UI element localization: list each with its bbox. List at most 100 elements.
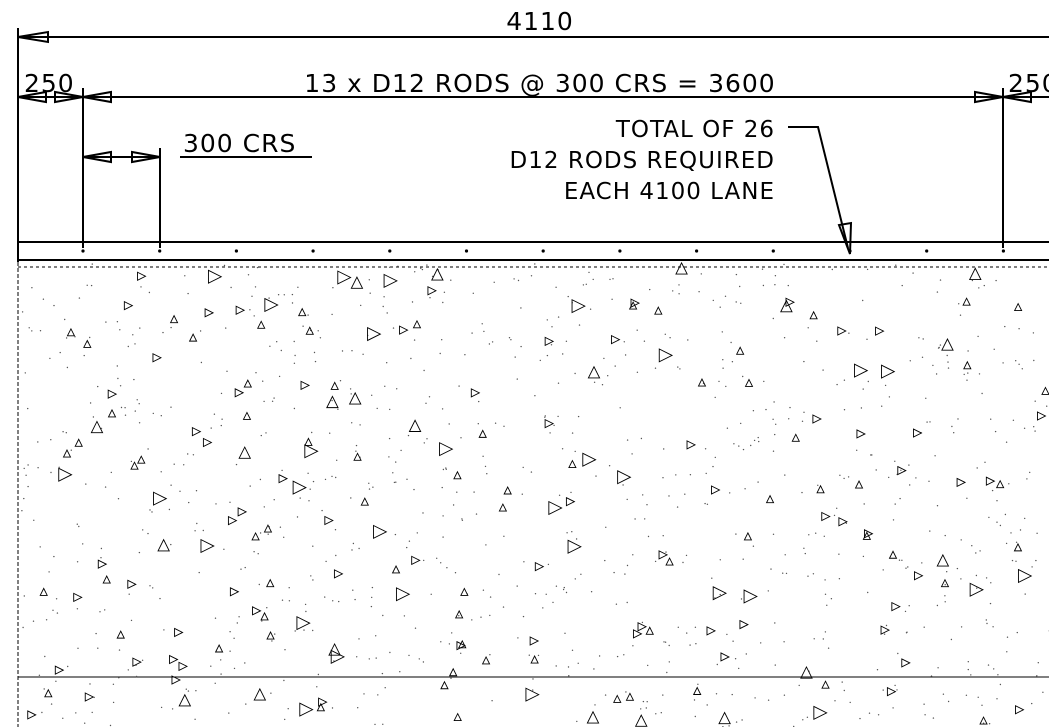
speck xyxy=(284,649,286,651)
speck xyxy=(486,473,488,475)
speck xyxy=(640,708,642,710)
speck xyxy=(1018,328,1020,330)
speck xyxy=(1033,426,1035,428)
speck xyxy=(848,332,850,334)
speck xyxy=(807,327,809,329)
arrowhead xyxy=(82,90,112,104)
speck xyxy=(170,326,172,329)
speck xyxy=(196,522,198,525)
speck xyxy=(934,455,936,457)
speck xyxy=(731,361,734,363)
speck xyxy=(616,655,619,658)
arrowhead xyxy=(1002,90,1032,104)
aggregate xyxy=(963,360,972,370)
rod xyxy=(925,249,929,253)
speck xyxy=(89,683,91,685)
speck xyxy=(960,539,962,541)
aggregate xyxy=(765,494,775,504)
aggregate xyxy=(318,697,328,707)
speck xyxy=(530,471,533,473)
speck xyxy=(271,400,274,402)
speck xyxy=(863,503,865,505)
speck xyxy=(932,717,935,719)
speck xyxy=(370,605,373,608)
speck xyxy=(52,609,54,611)
speck xyxy=(104,609,106,611)
speck xyxy=(260,434,262,437)
speck xyxy=(312,629,314,632)
aggregate xyxy=(821,680,830,689)
speck xyxy=(382,723,384,725)
speck xyxy=(124,407,126,409)
speck xyxy=(997,674,999,676)
speck xyxy=(283,536,285,538)
speck xyxy=(608,465,611,467)
aggregate xyxy=(83,339,92,348)
speck xyxy=(278,375,281,378)
speck xyxy=(714,396,716,399)
speck xyxy=(564,632,566,634)
aggregate xyxy=(675,261,688,275)
speck xyxy=(221,418,223,420)
speck xyxy=(783,641,785,643)
speck xyxy=(565,340,568,342)
speck xyxy=(534,263,536,265)
speck xyxy=(368,279,370,281)
aggregate xyxy=(712,586,728,601)
speck xyxy=(817,484,819,486)
aggregate xyxy=(54,665,65,675)
speck xyxy=(202,529,204,532)
aggregate xyxy=(330,381,339,390)
speck xyxy=(471,332,473,334)
speck xyxy=(735,533,737,535)
speck xyxy=(679,368,681,370)
speck xyxy=(977,696,979,698)
rod xyxy=(311,249,315,253)
speck xyxy=(263,506,265,508)
speck xyxy=(993,668,995,670)
speck xyxy=(138,403,140,405)
aggregate xyxy=(130,461,139,470)
speck xyxy=(162,331,164,334)
speck xyxy=(331,707,334,709)
speck xyxy=(976,467,978,469)
speck xyxy=(303,629,305,631)
speck xyxy=(753,439,756,442)
speck xyxy=(117,498,120,500)
speck xyxy=(117,377,119,380)
aggregate xyxy=(941,338,954,351)
speck xyxy=(130,460,133,463)
aggregate xyxy=(735,346,745,355)
speck xyxy=(571,649,574,651)
speck xyxy=(824,593,827,595)
speck xyxy=(896,689,898,691)
speck xyxy=(741,719,743,721)
speck xyxy=(783,337,786,339)
aggregate xyxy=(913,428,923,438)
speck xyxy=(151,511,153,513)
speck xyxy=(42,298,45,300)
speck xyxy=(822,369,824,371)
aggregate xyxy=(901,658,911,668)
aggregate xyxy=(632,629,643,639)
speck xyxy=(806,716,809,718)
speck xyxy=(722,367,724,369)
speck xyxy=(358,638,360,640)
aggregate xyxy=(427,286,437,296)
speck xyxy=(574,372,576,375)
aggregate xyxy=(697,378,707,387)
aggregate xyxy=(634,714,648,727)
speck xyxy=(774,622,776,624)
speck xyxy=(555,286,557,288)
speck xyxy=(662,477,664,479)
speck xyxy=(735,721,738,723)
speck xyxy=(187,690,190,692)
speck xyxy=(654,560,657,563)
speck xyxy=(420,267,422,269)
speck xyxy=(808,534,810,536)
speck xyxy=(730,341,732,344)
speck xyxy=(350,497,352,499)
speck xyxy=(406,478,408,480)
speck xyxy=(456,491,458,493)
speck xyxy=(65,432,68,434)
